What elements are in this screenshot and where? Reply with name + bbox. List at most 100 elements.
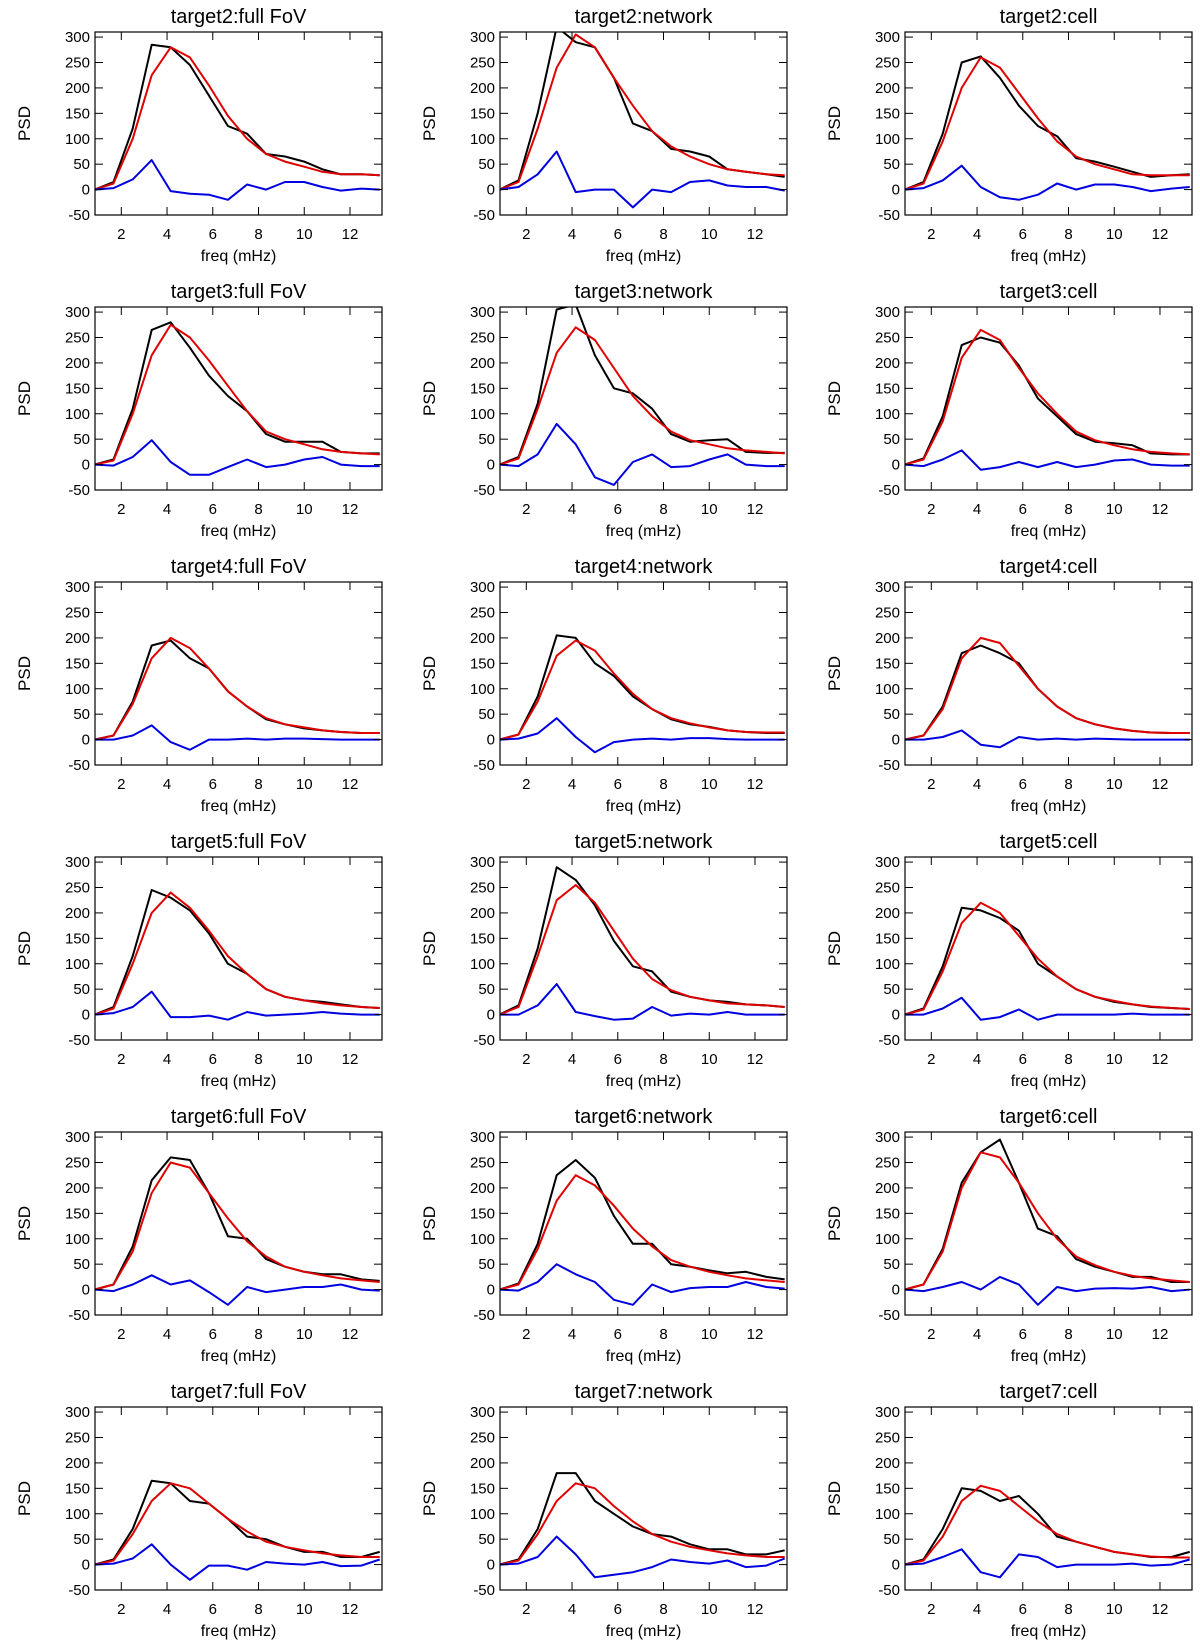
y-tick-label: 150 — [875, 930, 900, 947]
y-tick-label: 150 — [875, 1480, 900, 1497]
y-tick-label: 300 — [470, 304, 495, 321]
series-group — [905, 901, 1190, 1021]
x-tick-label: 8 — [254, 501, 262, 518]
series-line-blue — [905, 164, 1190, 201]
x-tick-label: 4 — [973, 776, 981, 793]
series-line-blue — [500, 1535, 786, 1579]
x-tick-label: 6 — [614, 1051, 622, 1068]
plot-frame — [94, 856, 383, 1041]
y-tick-label: -50 — [473, 482, 495, 499]
x-tick-label: 6 — [1019, 226, 1027, 243]
series-line-red — [95, 1482, 380, 1566]
x-tick-label: 10 — [1106, 776, 1123, 793]
y-tick-label: 200 — [875, 355, 900, 372]
y-tick-label: 50 — [73, 431, 90, 448]
panel-4: target3:full FoV 2 4 6 8 10 12 -50 0 50 100 150 200 2… — [15, 281, 383, 540]
y-tick-label: 250 — [470, 1430, 495, 1447]
y-tick-label: 250 — [875, 330, 900, 347]
x-tick-label: 8 — [659, 1326, 667, 1343]
x-axis-label: freq (mHz) — [1011, 1073, 1087, 1090]
y-tick-label: 300 — [875, 854, 900, 871]
x-tick-label: 4 — [973, 1326, 981, 1343]
plot-frame — [499, 31, 788, 216]
y-axis-label: PSD — [15, 1206, 34, 1241]
y-tick-label: 200 — [470, 905, 495, 922]
x-tick-label: 10 — [296, 776, 313, 793]
y-tick-label: 150 — [470, 930, 495, 947]
x-tick-label: 4 — [568, 1326, 576, 1343]
plot-frame — [904, 1406, 1193, 1591]
y-tick-label: 200 — [65, 1455, 90, 1472]
y-tick-label: 300 — [875, 1404, 900, 1421]
panel-17: target7:network 2 4 6 8 10 12 -50 0 50 100 150 200 25… — [420, 1381, 788, 1640]
series-group — [500, 1159, 785, 1306]
y-tick-label: -50 — [878, 757, 900, 774]
y-tick-label: 300 — [65, 29, 90, 46]
y-tick-label: 250 — [65, 330, 90, 347]
x-tick-label: 2 — [522, 226, 530, 243]
panel-15: target6:cell 2 4 6 8 10 12 -50 0 50 100 150 200 250 30… — [825, 1106, 1193, 1365]
y-tick-label: 100 — [470, 131, 495, 148]
y-tick-label: 200 — [470, 80, 495, 97]
y-axis-label: PSD — [420, 931, 439, 966]
series-line-blue — [95, 1274, 380, 1306]
x-tick-label: 8 — [1064, 1601, 1072, 1618]
x-axis-label: freq (mHz) — [201, 1073, 277, 1090]
x-tick-label: 6 — [209, 501, 217, 518]
series-line-blue — [905, 1548, 1190, 1579]
y-tick-label: 150 — [875, 655, 900, 672]
y-axis-label: PSD — [825, 381, 844, 416]
y-tick-label: 200 — [875, 905, 900, 922]
panel-title: target3:network — [575, 281, 714, 303]
y-tick-label: -50 — [878, 482, 900, 499]
y-tick-label: 200 — [65, 905, 90, 922]
series-line-black — [500, 1159, 785, 1291]
series-line-black — [95, 43, 380, 191]
x-tick-label: 2 — [117, 1051, 125, 1068]
series-line-blue — [95, 990, 380, 1021]
y-tick-label: 200 — [470, 630, 495, 647]
y-tick-label: 300 — [470, 29, 495, 46]
x-tick-label: 12 — [1152, 1051, 1169, 1068]
x-tick-label: 8 — [1064, 226, 1072, 243]
y-tick-label: 100 — [875, 956, 900, 973]
x-tick-label: 8 — [1064, 776, 1072, 793]
y-tick-label: -50 — [473, 1582, 495, 1599]
x-tick-label: 8 — [1064, 1051, 1072, 1068]
y-tick-label: 150 — [470, 105, 495, 122]
x-axis-label: freq (mHz) — [201, 523, 277, 540]
x-tick-label: 12 — [1152, 226, 1169, 243]
x-tick-label: 8 — [254, 1051, 262, 1068]
y-tick-label: 200 — [875, 1455, 900, 1472]
y-tick-label: 200 — [65, 1180, 90, 1197]
y-tick-label: 250 — [470, 55, 495, 72]
y-tick-label: 50 — [73, 981, 90, 998]
x-tick-label: 4 — [163, 1326, 171, 1343]
y-tick-label: 150 — [875, 1205, 900, 1222]
y-tick-label: 150 — [65, 105, 90, 122]
series-line-red — [500, 1482, 785, 1566]
series-group — [95, 321, 380, 476]
series-group — [95, 1156, 380, 1306]
x-tick-label: 2 — [927, 1326, 935, 1343]
x-tick-label: 10 — [701, 1051, 718, 1068]
series-line-red — [905, 1151, 1190, 1291]
x-tick-label: 4 — [973, 226, 981, 243]
x-tick-label: 8 — [1064, 1326, 1072, 1343]
series-line-black — [500, 32, 785, 191]
x-tick-label: 12 — [747, 1051, 764, 1068]
x-tick-label: 12 — [342, 776, 359, 793]
series-line-black — [905, 55, 1190, 191]
series-line-red — [500, 639, 785, 741]
series-line-black — [95, 1156, 380, 1291]
y-tick-label: 50 — [73, 1256, 90, 1273]
plot-frame — [94, 581, 383, 766]
y-axis-label: PSD — [15, 931, 34, 966]
y-tick-label: 100 — [470, 406, 495, 423]
series-group — [905, 636, 1190, 749]
y-tick-label: -50 — [68, 482, 90, 499]
panel-title: target6:full FoV — [171, 1106, 307, 1128]
x-tick-label: 6 — [209, 226, 217, 243]
y-tick-label: 300 — [65, 1129, 90, 1146]
y-axis-label: PSD — [420, 106, 439, 141]
